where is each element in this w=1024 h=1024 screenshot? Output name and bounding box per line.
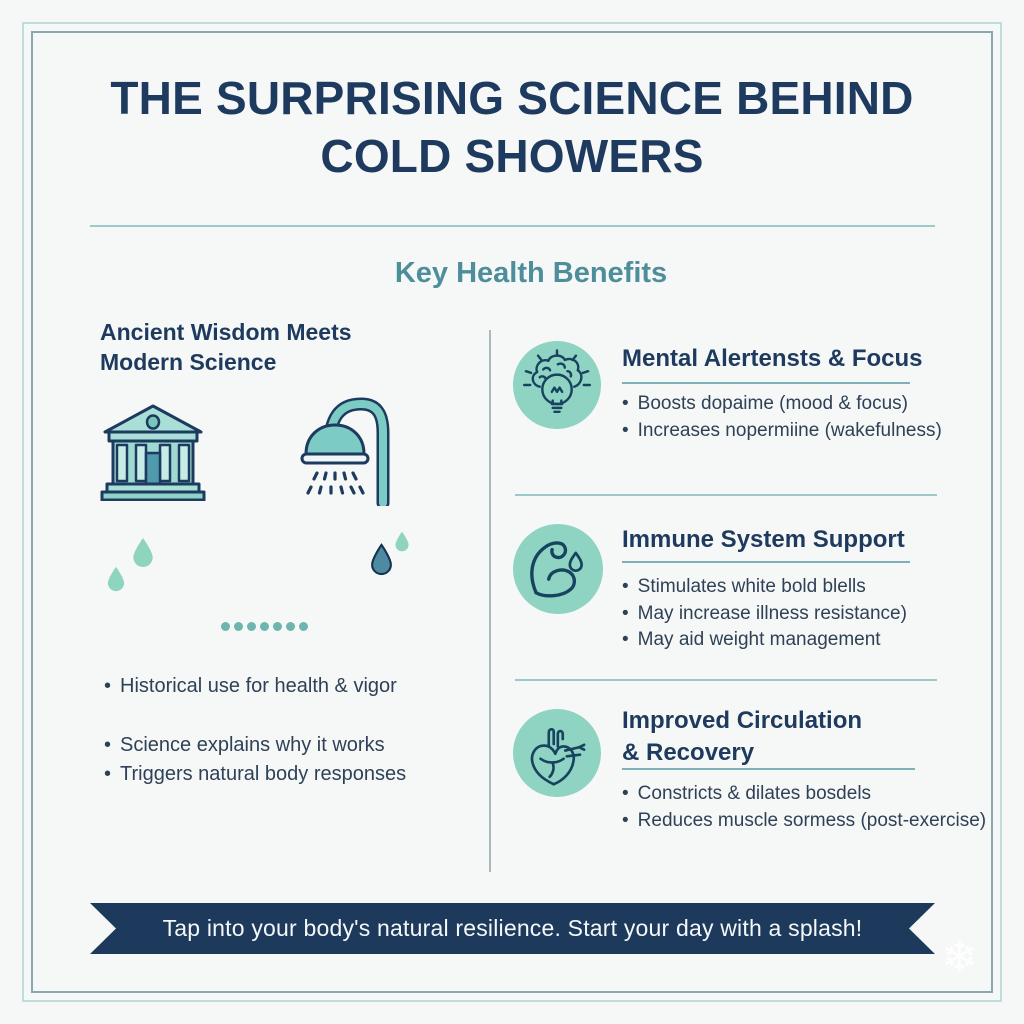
list-item: Science explains why it works: [104, 731, 474, 760]
brain-lightbulb-icon: [522, 349, 592, 413]
anatomical-heart-icon: [530, 727, 586, 786]
title-divider-line: [90, 225, 935, 227]
section-heading: Key Health Benefits: [394, 257, 668, 289]
left-column-bullet-list: Historical use for health & vigor Scienc…: [104, 672, 474, 789]
benefit-icon-circle: [513, 341, 601, 429]
benefit-title-underline: [622, 382, 910, 384]
classical-temple-icon: [100, 404, 206, 501]
list-item: Increases nopermiine (wakefulness): [622, 418, 942, 445]
footer-banner-text: Tap into your body's natural resilience.…: [162, 915, 863, 941]
list-item: Boosts dopaime (mood & focus): [622, 391, 942, 418]
list-item: Constricts & dilates bosdels: [622, 781, 986, 808]
benefit-bullet-list: Boosts dopaime (mood & focus) Increases …: [622, 391, 942, 444]
water-droplet-icon-dark: [371, 543, 392, 576]
snowflake-icon: ❄: [941, 933, 978, 982]
list-item: May aid weight management: [622, 627, 907, 654]
benefit-bullet-list: Stimulates white bold blells May increas…: [622, 574, 907, 654]
column-divider-line: [489, 330, 491, 872]
list-item: May increase illness resistance): [622, 601, 907, 628]
benefit-bullet-list: Constricts & dilates bosdels Reduces mus…: [622, 781, 986, 834]
benefit-icon-circle: [513, 709, 601, 797]
list-item: Stimulates white bold blells: [622, 574, 907, 601]
page-title: THE SURPRISING SCIENCE BEHIND COLD SHOWE…: [110, 72, 914, 182]
benefit-title: Improved Circulation & Recovery: [622, 707, 863, 766]
left-column-heading: Ancient Wisdom Meets Modern Science: [100, 319, 352, 375]
water-droplet-icon: [107, 566, 125, 592]
water-droplet-icon: [133, 537, 153, 568]
dotted-line: [221, 622, 308, 631]
list-item: Reduces muscle sormess (post-exercise): [622, 808, 986, 835]
benefit-icon-circle: [513, 524, 603, 614]
benefit-title-underline: [622, 561, 910, 563]
benefit-divider-line: [515, 494, 937, 496]
water-droplet-icon: [395, 531, 409, 552]
shower-head-icon: [300, 397, 390, 506]
benefit-divider-line: [515, 679, 937, 681]
list-item: Historical use for health & vigor: [104, 672, 474, 701]
footer-ribbon-banner: Tap into your body's natural resilience.…: [90, 903, 935, 954]
benefit-title: Immune System Support: [622, 526, 905, 553]
flexed-arm-droplet-icon: [530, 541, 583, 598]
benefit-title: Mental Alertensts & Focus: [622, 345, 923, 372]
list-item: Triggers natural body responses: [104, 760, 474, 789]
benefit-title-underline: [622, 768, 915, 770]
